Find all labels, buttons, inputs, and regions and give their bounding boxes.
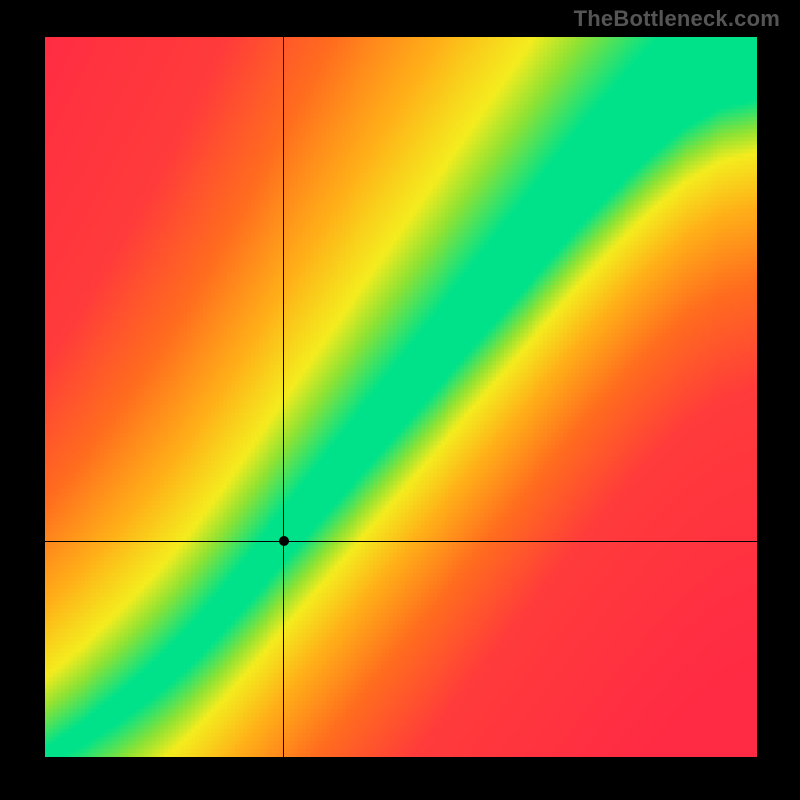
crosshair-horizontal: [45, 541, 757, 542]
data-point-marker: [279, 536, 289, 546]
heatmap-canvas: [45, 37, 757, 757]
watermark-text: TheBottleneck.com: [574, 6, 780, 32]
heatmap-plot: [45, 37, 757, 757]
chart-container: TheBottleneck.com: [0, 0, 800, 800]
crosshair-vertical: [283, 37, 284, 757]
